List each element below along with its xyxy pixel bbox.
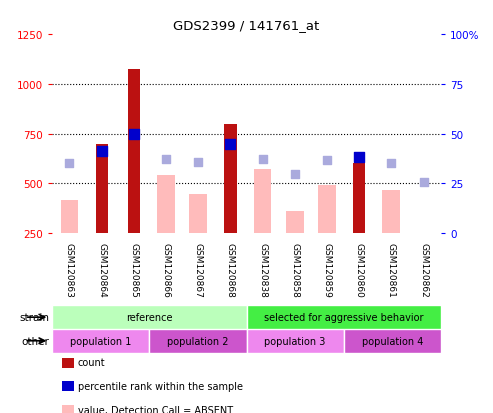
Bar: [344, 329, 441, 353]
Bar: [254, 170, 272, 233]
Point: [420, 180, 427, 186]
Text: GSM120861: GSM120861: [387, 242, 396, 297]
Text: GSM120867: GSM120867: [194, 242, 203, 297]
Text: GSM120863: GSM120863: [65, 242, 74, 297]
Point: [98, 149, 106, 155]
Bar: [149, 329, 246, 353]
Point: [387, 161, 395, 167]
Text: count: count: [78, 358, 106, 368]
Text: GSM120865: GSM120865: [129, 242, 139, 297]
Bar: [189, 195, 207, 233]
Text: GSM120868: GSM120868: [226, 242, 235, 297]
Text: reference: reference: [126, 312, 173, 323]
Point: [194, 160, 202, 166]
Bar: [353, 164, 365, 233]
Text: population 3: population 3: [265, 336, 326, 346]
Text: GSM120838: GSM120838: [258, 242, 267, 297]
Point: [355, 155, 363, 161]
Point: [259, 157, 267, 163]
Text: population 4: population 4: [362, 336, 423, 346]
Bar: [52, 329, 149, 353]
Text: GSM120862: GSM120862: [419, 242, 428, 297]
Text: GSM120858: GSM120858: [290, 242, 299, 297]
Bar: [61, 201, 78, 233]
Text: strain: strain: [19, 312, 49, 323]
Point: [226, 142, 234, 148]
Bar: [128, 70, 140, 233]
Point: [291, 171, 299, 178]
Bar: [383, 191, 400, 233]
Point: [323, 158, 331, 164]
Bar: [318, 186, 336, 233]
Text: percentile rank within the sample: percentile rank within the sample: [78, 381, 243, 391]
Text: GSM120860: GSM120860: [354, 242, 364, 297]
Point: [66, 161, 73, 167]
Bar: [157, 176, 175, 233]
Bar: [246, 306, 441, 329]
Bar: [224, 124, 237, 233]
Text: GSM120864: GSM120864: [97, 242, 106, 297]
Text: population 1: population 1: [70, 336, 131, 346]
Text: GSM120859: GSM120859: [322, 242, 331, 297]
Point: [162, 157, 170, 163]
Text: population 2: population 2: [167, 336, 229, 346]
Bar: [96, 145, 108, 233]
Point: [130, 131, 138, 138]
Bar: [246, 329, 344, 353]
Text: selected for aggressive behavior: selected for aggressive behavior: [264, 312, 423, 323]
Bar: [52, 306, 246, 329]
Text: GDS2399 / 141761_at: GDS2399 / 141761_at: [174, 19, 319, 31]
Bar: [286, 211, 304, 233]
Text: GSM120866: GSM120866: [162, 242, 171, 297]
Text: value, Detection Call = ABSENT: value, Detection Call = ABSENT: [78, 405, 233, 413]
Text: other: other: [21, 336, 49, 346]
